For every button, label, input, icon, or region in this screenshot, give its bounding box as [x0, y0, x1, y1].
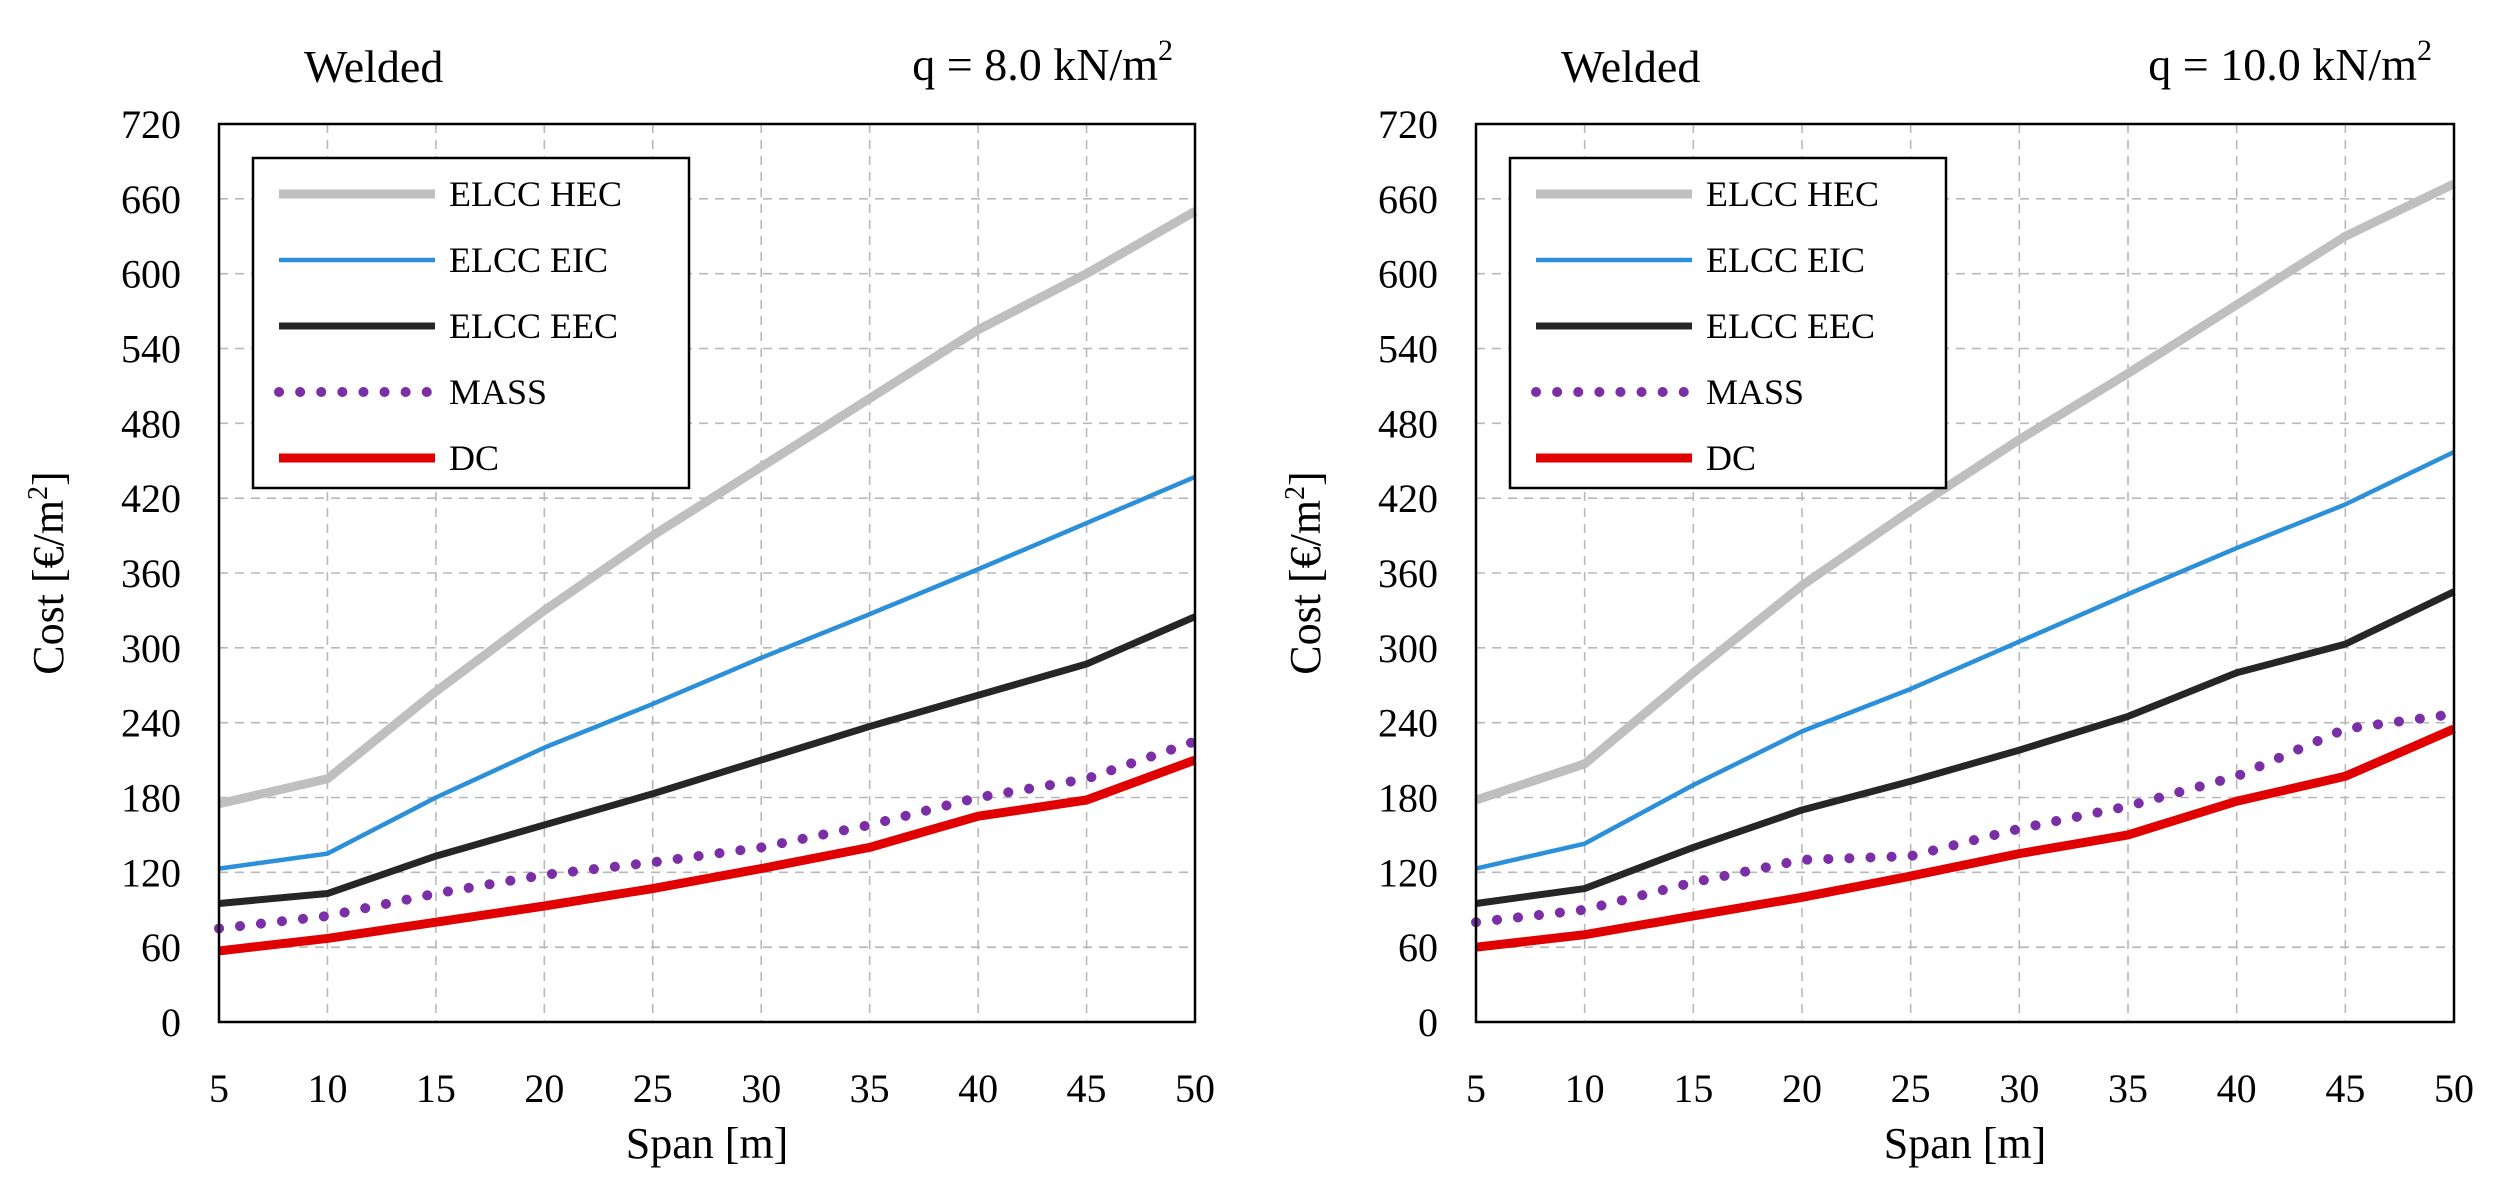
legend-label-elcc-eec: ELCC EEC	[449, 306, 618, 346]
x-tick-labels: 5 10 15 20 25 30 35 40 45 50	[1466, 1066, 2474, 1111]
y-axis-title: Cost [€/m2]	[1280, 471, 1330, 674]
legend-label-elcc-eec: ELCC EEC	[1706, 306, 1875, 346]
title-connection-type: Welded	[1561, 41, 1700, 92]
series-lines	[1471, 179, 2459, 952]
series-line-elcc-eic	[218, 474, 1196, 871]
x-tick-label-5: 5	[209, 1066, 229, 1111]
series-lines	[214, 207, 1200, 956]
x-axis-title: Span [m]	[1884, 1119, 2047, 1168]
x-tick-labels: 5 10 15 20 25 30 35 40 45 50	[209, 1066, 1215, 1111]
series-line-mass	[1471, 708, 2459, 928]
y-axis-title-sup: 2	[23, 486, 54, 500]
x-tick-label-20: 20	[1782, 1066, 1822, 1111]
title-load-text: q = 8.0 kN/m	[912, 39, 1158, 90]
y-tick-label-300: 300	[121, 626, 181, 671]
y-tick-label-480: 480	[1378, 401, 1438, 446]
y-tick-label-360: 360	[121, 551, 181, 596]
y-tick-label-0: 0	[1418, 1000, 1438, 1045]
y-tick-label-0: 0	[161, 1000, 181, 1045]
y-axis-title-sup: 2	[1280, 486, 1311, 500]
x-tick-label-45: 45	[2325, 1066, 2365, 1111]
x-tick-label-35: 35	[850, 1066, 890, 1111]
y-tick-label-120: 120	[121, 850, 181, 895]
series-line-elcc-eec	[218, 613, 1197, 907]
x-tick-label-10: 10	[1565, 1066, 1605, 1111]
plot-area-frame	[1474, 122, 2456, 1024]
y-tick-label-180: 180	[121, 776, 181, 821]
y-tick-label-240: 240	[121, 701, 181, 746]
x-tick-label-20: 20	[524, 1066, 564, 1111]
legend: ELCC HEC ELCC EIC ELCC EEC MASS DC	[251, 156, 691, 490]
series-line-dc	[1475, 724, 2456, 952]
x-tick-label-15: 15	[1673, 1066, 1713, 1111]
y-tick-label-540: 540	[1378, 327, 1438, 372]
title-load-sup: 2	[1158, 34, 1173, 67]
title-load: q = 10.0 kN/m2	[2148, 34, 2432, 90]
y-tick-labels: 0 60 120 180 240 300 360 420 480 540 600 660 720	[121, 102, 181, 1045]
legend-label-elcc-hec: ELCC HEC	[1706, 174, 1879, 214]
series-line-dc	[218, 755, 1197, 956]
y-tick-label-360: 360	[1378, 551, 1438, 596]
legend-label-elcc-hec: ELCC HEC	[449, 174, 622, 214]
legend-label-dc: DC	[1706, 438, 1756, 478]
y-tick-labels: 0 60 120 180 240 300 360 420 480 540 600 660 720	[1378, 102, 1438, 1045]
y-axis-title-end: ]	[24, 471, 73, 486]
x-tick-label-40: 40	[2217, 1066, 2257, 1111]
legend-label-elcc-eic: ELCC EIC	[1706, 240, 1865, 280]
y-tick-label-240: 240	[1378, 701, 1438, 746]
legend-label-elcc-eic: ELCC EIC	[449, 240, 608, 280]
x-tick-label-30: 30	[1999, 1066, 2039, 1111]
y-tick-label-420: 420	[1378, 476, 1438, 521]
y-tick-label-480: 480	[121, 401, 181, 446]
y-axis-title-end: ]	[1281, 471, 1330, 486]
y-tick-label-420: 420	[121, 476, 181, 521]
legend-label-mass: MASS	[449, 372, 547, 412]
x-tick-label-15: 15	[416, 1066, 456, 1111]
legend-label-dc: DC	[449, 438, 499, 478]
series-line-elcc-hec	[1474, 179, 2456, 805]
y-tick-label-180: 180	[1378, 776, 1438, 821]
y-tick-label-60: 60	[1398, 925, 1438, 970]
y-tick-label-720: 720	[1378, 102, 1438, 147]
y-tick-label-540: 540	[121, 327, 181, 372]
title-connection-type: Welded	[304, 41, 443, 92]
y-tick-label-600: 600	[121, 252, 181, 297]
series-line-elcc-eic	[1475, 449, 2455, 871]
y-tick-label-120: 120	[1378, 850, 1438, 895]
legend: ELCC HEC ELCC EIC ELCC EEC MASS DC	[1508, 156, 1948, 490]
x-tick-label-25: 25	[1891, 1066, 1931, 1111]
y-axis-title-text: Cost [€/m	[24, 500, 73, 675]
x-tick-label-35: 35	[2108, 1066, 2148, 1111]
x-tick-label-30: 30	[741, 1066, 781, 1111]
series-line-elcc-hec	[217, 207, 1198, 809]
x-tick-label-45: 45	[1067, 1066, 1107, 1111]
x-tick-label-25: 25	[633, 1066, 673, 1111]
y-axis-title-text: Cost [€/m	[1281, 500, 1330, 675]
x-tick-label-10: 10	[307, 1066, 347, 1111]
x-tick-label-5: 5	[1466, 1066, 1486, 1111]
y-tick-label-600: 600	[1378, 252, 1438, 297]
plot-area-frame	[217, 122, 1197, 1024]
title-load-sup: 2	[2417, 34, 2432, 67]
y-axis-title: Cost [€/m2]	[23, 471, 73, 674]
y-tick-label-300: 300	[1378, 626, 1438, 671]
legend-label-mass: MASS	[1706, 372, 1804, 412]
series-line-mass	[214, 736, 1200, 934]
y-tick-label-660: 660	[1378, 177, 1438, 222]
x-tick-label-50: 50	[2434, 1066, 2474, 1111]
y-tick-label-660: 660	[121, 177, 181, 222]
y-tick-label-720: 720	[121, 102, 181, 147]
y-tick-label-60: 60	[141, 925, 181, 970]
x-axis-title: Span [m]	[626, 1119, 789, 1168]
title-load: q = 8.0 kN/m2	[912, 34, 1173, 90]
x-tick-label-40: 40	[958, 1066, 998, 1111]
x-tick-label-50: 50	[1175, 1066, 1215, 1111]
series-line-elcc-eec	[1475, 588, 2456, 907]
title-load-text: q = 10.0 kN/m	[2148, 39, 2417, 90]
